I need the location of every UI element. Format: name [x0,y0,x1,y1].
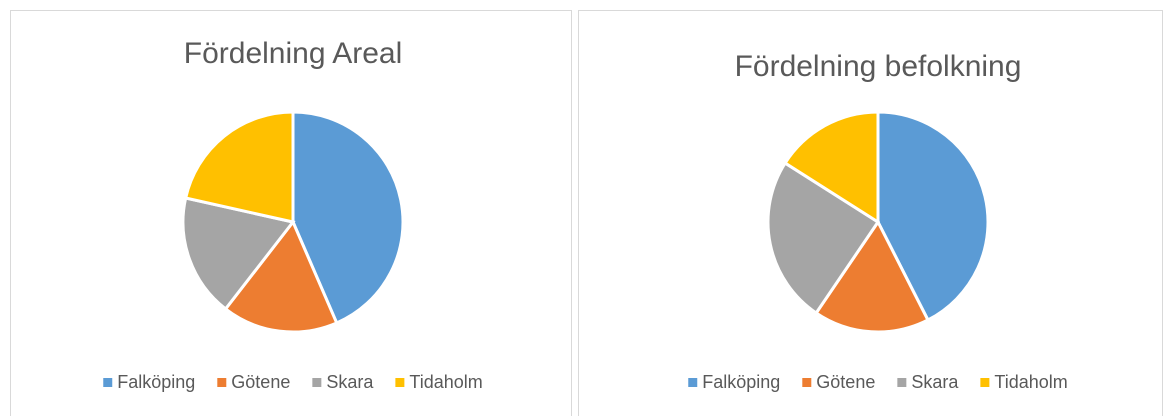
legend-swatch [395,378,405,387]
pie-slice [223,219,339,334]
chart-title: Fördelning befolkning [735,50,1022,83]
legend-swatch [688,378,698,387]
legend-label: Götene [816,372,875,392]
legend-label: Falköping [702,372,780,392]
pie-slice [876,110,990,323]
pie-slice [766,160,881,316]
legend-swatch [103,378,113,387]
legend-label: Tidaholm [994,372,1067,392]
chart-title: Fördelning Areal [184,37,402,70]
pie-slice [181,196,296,312]
pie-slice [183,110,295,224]
legend-label: Götene [231,372,290,392]
legend-swatch [802,378,812,387]
legend-swatch [217,378,227,387]
legend-swatch [897,378,907,387]
legend-label: Falköping [117,372,195,392]
legend-label: Tidaholm [409,372,482,392]
legend-label: Skara [326,372,374,392]
legend-swatch [312,378,322,387]
pie-slice [783,110,880,225]
pie-slice [814,219,930,334]
pie-slice [291,110,405,325]
legend-swatch [980,378,990,387]
legend-label: Skara [911,372,959,392]
